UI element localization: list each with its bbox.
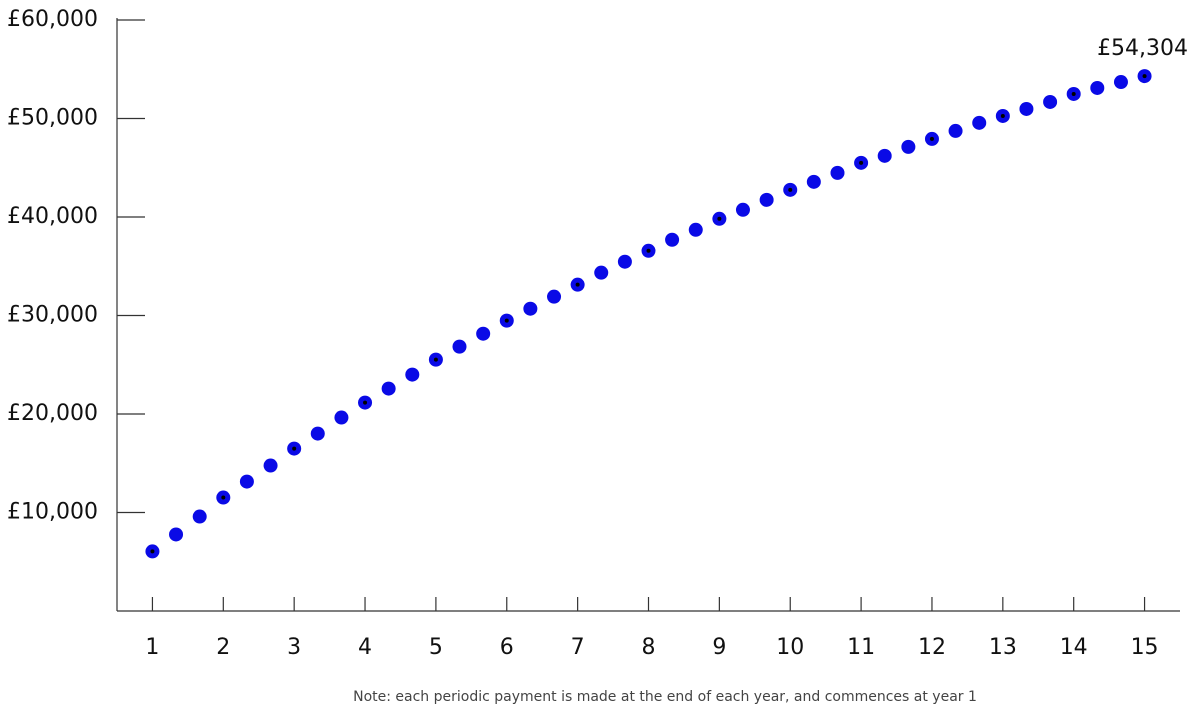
y-tick-label: £60,000: [7, 7, 98, 32]
point: [239, 474, 254, 489]
point: [523, 301, 538, 316]
x-tick-label: 3: [287, 635, 301, 660]
point: [192, 509, 207, 524]
y-tick-label: £20,000: [7, 401, 98, 426]
point: [263, 458, 278, 473]
point-center: [150, 549, 155, 554]
point: [547, 289, 562, 304]
point: [1043, 94, 1058, 109]
x-tick-label: 1: [145, 635, 159, 660]
point: [830, 165, 845, 180]
y-tick-label: £40,000: [7, 204, 98, 229]
y-tick-label: £10,000: [7, 500, 98, 525]
x-tick-label: 4: [358, 635, 372, 660]
point: [948, 123, 963, 138]
point: [334, 410, 349, 425]
point-center: [1000, 113, 1005, 118]
point-center: [363, 400, 368, 405]
point-center: [575, 282, 580, 287]
annotation: £54,304: [1097, 36, 1188, 61]
point: [665, 232, 680, 247]
point-center: [929, 136, 934, 141]
x-tick-label: 6: [500, 635, 514, 660]
point-center: [433, 357, 438, 362]
x-tick-label: 7: [571, 635, 585, 660]
point-center: [1071, 91, 1076, 96]
point: [594, 265, 609, 280]
y-tick-label: £30,000: [7, 303, 98, 328]
x-tick-label: 5: [429, 635, 443, 660]
x-tick-label: 15: [1131, 635, 1159, 660]
point: [759, 192, 774, 207]
point-center: [717, 216, 722, 221]
point-center: [504, 318, 509, 323]
point-center: [788, 187, 793, 192]
x-tick-label: 9: [712, 635, 726, 660]
point: [310, 426, 325, 441]
point-center: [646, 248, 651, 253]
point: [1019, 101, 1034, 116]
point: [735, 202, 750, 217]
x-tick-label: 10: [776, 635, 804, 660]
point: [405, 367, 420, 382]
point-center: [292, 446, 297, 451]
point: [381, 381, 396, 396]
x-tick-label: 2: [216, 635, 230, 660]
point: [452, 339, 467, 354]
x-tick-label: 8: [642, 635, 656, 660]
point: [1090, 80, 1105, 95]
point: [901, 139, 916, 154]
point: [972, 115, 987, 130]
x-tick-label: 11: [847, 635, 875, 660]
y-tick-label: £50,000: [7, 106, 98, 131]
x-tick-label: 13: [989, 635, 1017, 660]
point: [476, 326, 491, 341]
x-tick-label: 14: [1060, 635, 1088, 660]
point: [169, 527, 184, 542]
point-center: [859, 160, 864, 165]
point: [1113, 75, 1128, 90]
point-center: [1142, 74, 1147, 79]
point: [877, 148, 892, 163]
point: [688, 222, 703, 237]
x-tick-label: 12: [918, 635, 946, 660]
point: [617, 254, 632, 269]
point-center: [221, 495, 226, 500]
point: [806, 174, 821, 189]
note: Note: each periodic payment is made at t…: [353, 689, 977, 705]
